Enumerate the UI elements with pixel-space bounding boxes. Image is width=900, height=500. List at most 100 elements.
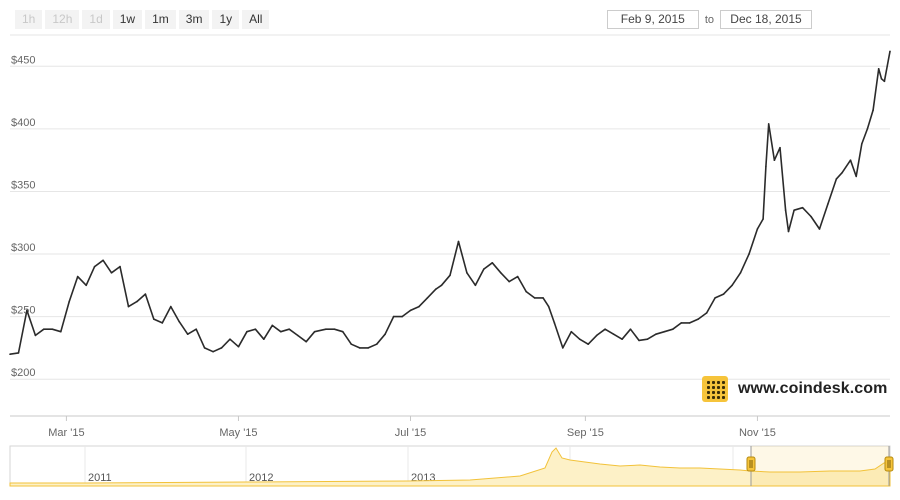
price-point xyxy=(516,275,519,278)
zoom-button-12h[interactable]: 12h xyxy=(45,10,80,29)
navigator-right-handle[interactable] xyxy=(884,456,894,472)
price-point xyxy=(435,288,437,290)
navigator-selection xyxy=(751,446,889,486)
price-point xyxy=(646,338,649,341)
y-tick-label: $400 xyxy=(11,117,35,129)
navigator-year-label: 2011 xyxy=(88,472,112,484)
price-point xyxy=(739,272,742,274)
zoom-button-1h[interactable]: 1h xyxy=(15,10,43,29)
price-point xyxy=(203,347,206,349)
price-point xyxy=(553,322,556,324)
range-to-label: to xyxy=(704,13,714,26)
price-point xyxy=(384,333,386,336)
price-point xyxy=(525,290,527,293)
price-point xyxy=(748,253,750,255)
price-point xyxy=(170,305,172,308)
price-point xyxy=(392,315,395,318)
price-point xyxy=(779,146,781,149)
price-point xyxy=(110,272,113,274)
price-point xyxy=(877,68,880,70)
price-point xyxy=(612,333,615,336)
price-point xyxy=(756,228,759,230)
price-point xyxy=(440,284,443,287)
price-point xyxy=(466,272,468,274)
price-point xyxy=(483,268,485,270)
price-point xyxy=(474,284,477,287)
price-point xyxy=(810,215,812,218)
price-point xyxy=(562,347,564,349)
price-point xyxy=(883,80,886,83)
price-point xyxy=(578,338,581,341)
price-point xyxy=(655,333,657,336)
price-point xyxy=(773,159,776,161)
navigator-year-label: 2012 xyxy=(249,472,273,484)
price-point xyxy=(9,353,11,356)
zoom-button-1y[interactable]: 1y xyxy=(212,10,240,29)
price-point xyxy=(409,309,412,312)
price-point xyxy=(418,305,420,308)
price-point xyxy=(342,330,344,333)
price-point xyxy=(144,293,147,295)
price-point xyxy=(722,293,725,295)
navigator-left-handle[interactable] xyxy=(746,456,756,472)
price-point xyxy=(161,322,164,324)
y-tick-label: $350 xyxy=(11,179,35,191)
price-point xyxy=(827,203,829,205)
zoom-button-1w[interactable]: 1w xyxy=(112,10,143,29)
price-point xyxy=(305,340,308,343)
price-point xyxy=(246,330,248,333)
price-point xyxy=(680,322,683,324)
price-point xyxy=(595,334,598,337)
range-to-input[interactable]: Dec 18, 2015 xyxy=(720,10,812,29)
price-point xyxy=(731,284,733,287)
range-from-input[interactable]: Feb 9, 2015 xyxy=(606,10,699,29)
price-point xyxy=(313,330,316,333)
y-tick-label: $300 xyxy=(11,242,35,254)
price-point xyxy=(254,328,257,331)
price-point xyxy=(861,143,863,145)
coindesk-brand: www.coindesk.com xyxy=(702,376,888,402)
price-point xyxy=(818,228,821,230)
price-point xyxy=(325,328,327,331)
price-point xyxy=(195,328,197,331)
price-point xyxy=(714,297,716,299)
price-point xyxy=(136,300,138,303)
price-point xyxy=(855,175,857,178)
price-point xyxy=(220,347,223,349)
price-point xyxy=(672,328,674,331)
price-point xyxy=(119,265,121,268)
price-point xyxy=(638,339,640,342)
price-point xyxy=(426,297,429,299)
price-point xyxy=(186,333,189,336)
price-line xyxy=(9,51,891,355)
price-point xyxy=(212,350,214,353)
zoom-button-1d[interactable]: 1d xyxy=(82,10,110,29)
y-tick-label: $200 xyxy=(11,367,35,379)
x-tick-label: Sep '15 xyxy=(567,427,604,439)
price-point xyxy=(872,109,874,111)
x-tick-label: May '15 xyxy=(219,427,257,439)
zoom-button-all[interactable]: All xyxy=(242,10,270,29)
zoom-button-1m[interactable]: 1m xyxy=(145,10,176,29)
brand-text: www.coindesk.com xyxy=(738,380,888,397)
price-point xyxy=(350,343,353,346)
price-point xyxy=(93,265,96,268)
price-point xyxy=(663,330,666,333)
navigator-area xyxy=(9,447,891,487)
price-point xyxy=(68,300,70,303)
zoom-button-3m[interactable]: 3m xyxy=(178,10,210,29)
price-point xyxy=(271,324,274,327)
y-tick-label: $250 xyxy=(11,305,35,317)
price-point xyxy=(508,280,511,283)
price-point xyxy=(367,347,370,349)
price-point xyxy=(841,171,843,174)
price-point xyxy=(288,328,291,331)
price-point xyxy=(178,320,180,323)
price-point xyxy=(280,330,282,333)
price-point xyxy=(333,328,336,331)
price-point xyxy=(76,275,79,278)
zoom-bar: 1h 12h 1d 1w 1m 3m 1y All xyxy=(15,10,270,29)
price-point xyxy=(889,50,891,53)
price-point xyxy=(570,330,573,333)
price-point xyxy=(296,334,299,337)
